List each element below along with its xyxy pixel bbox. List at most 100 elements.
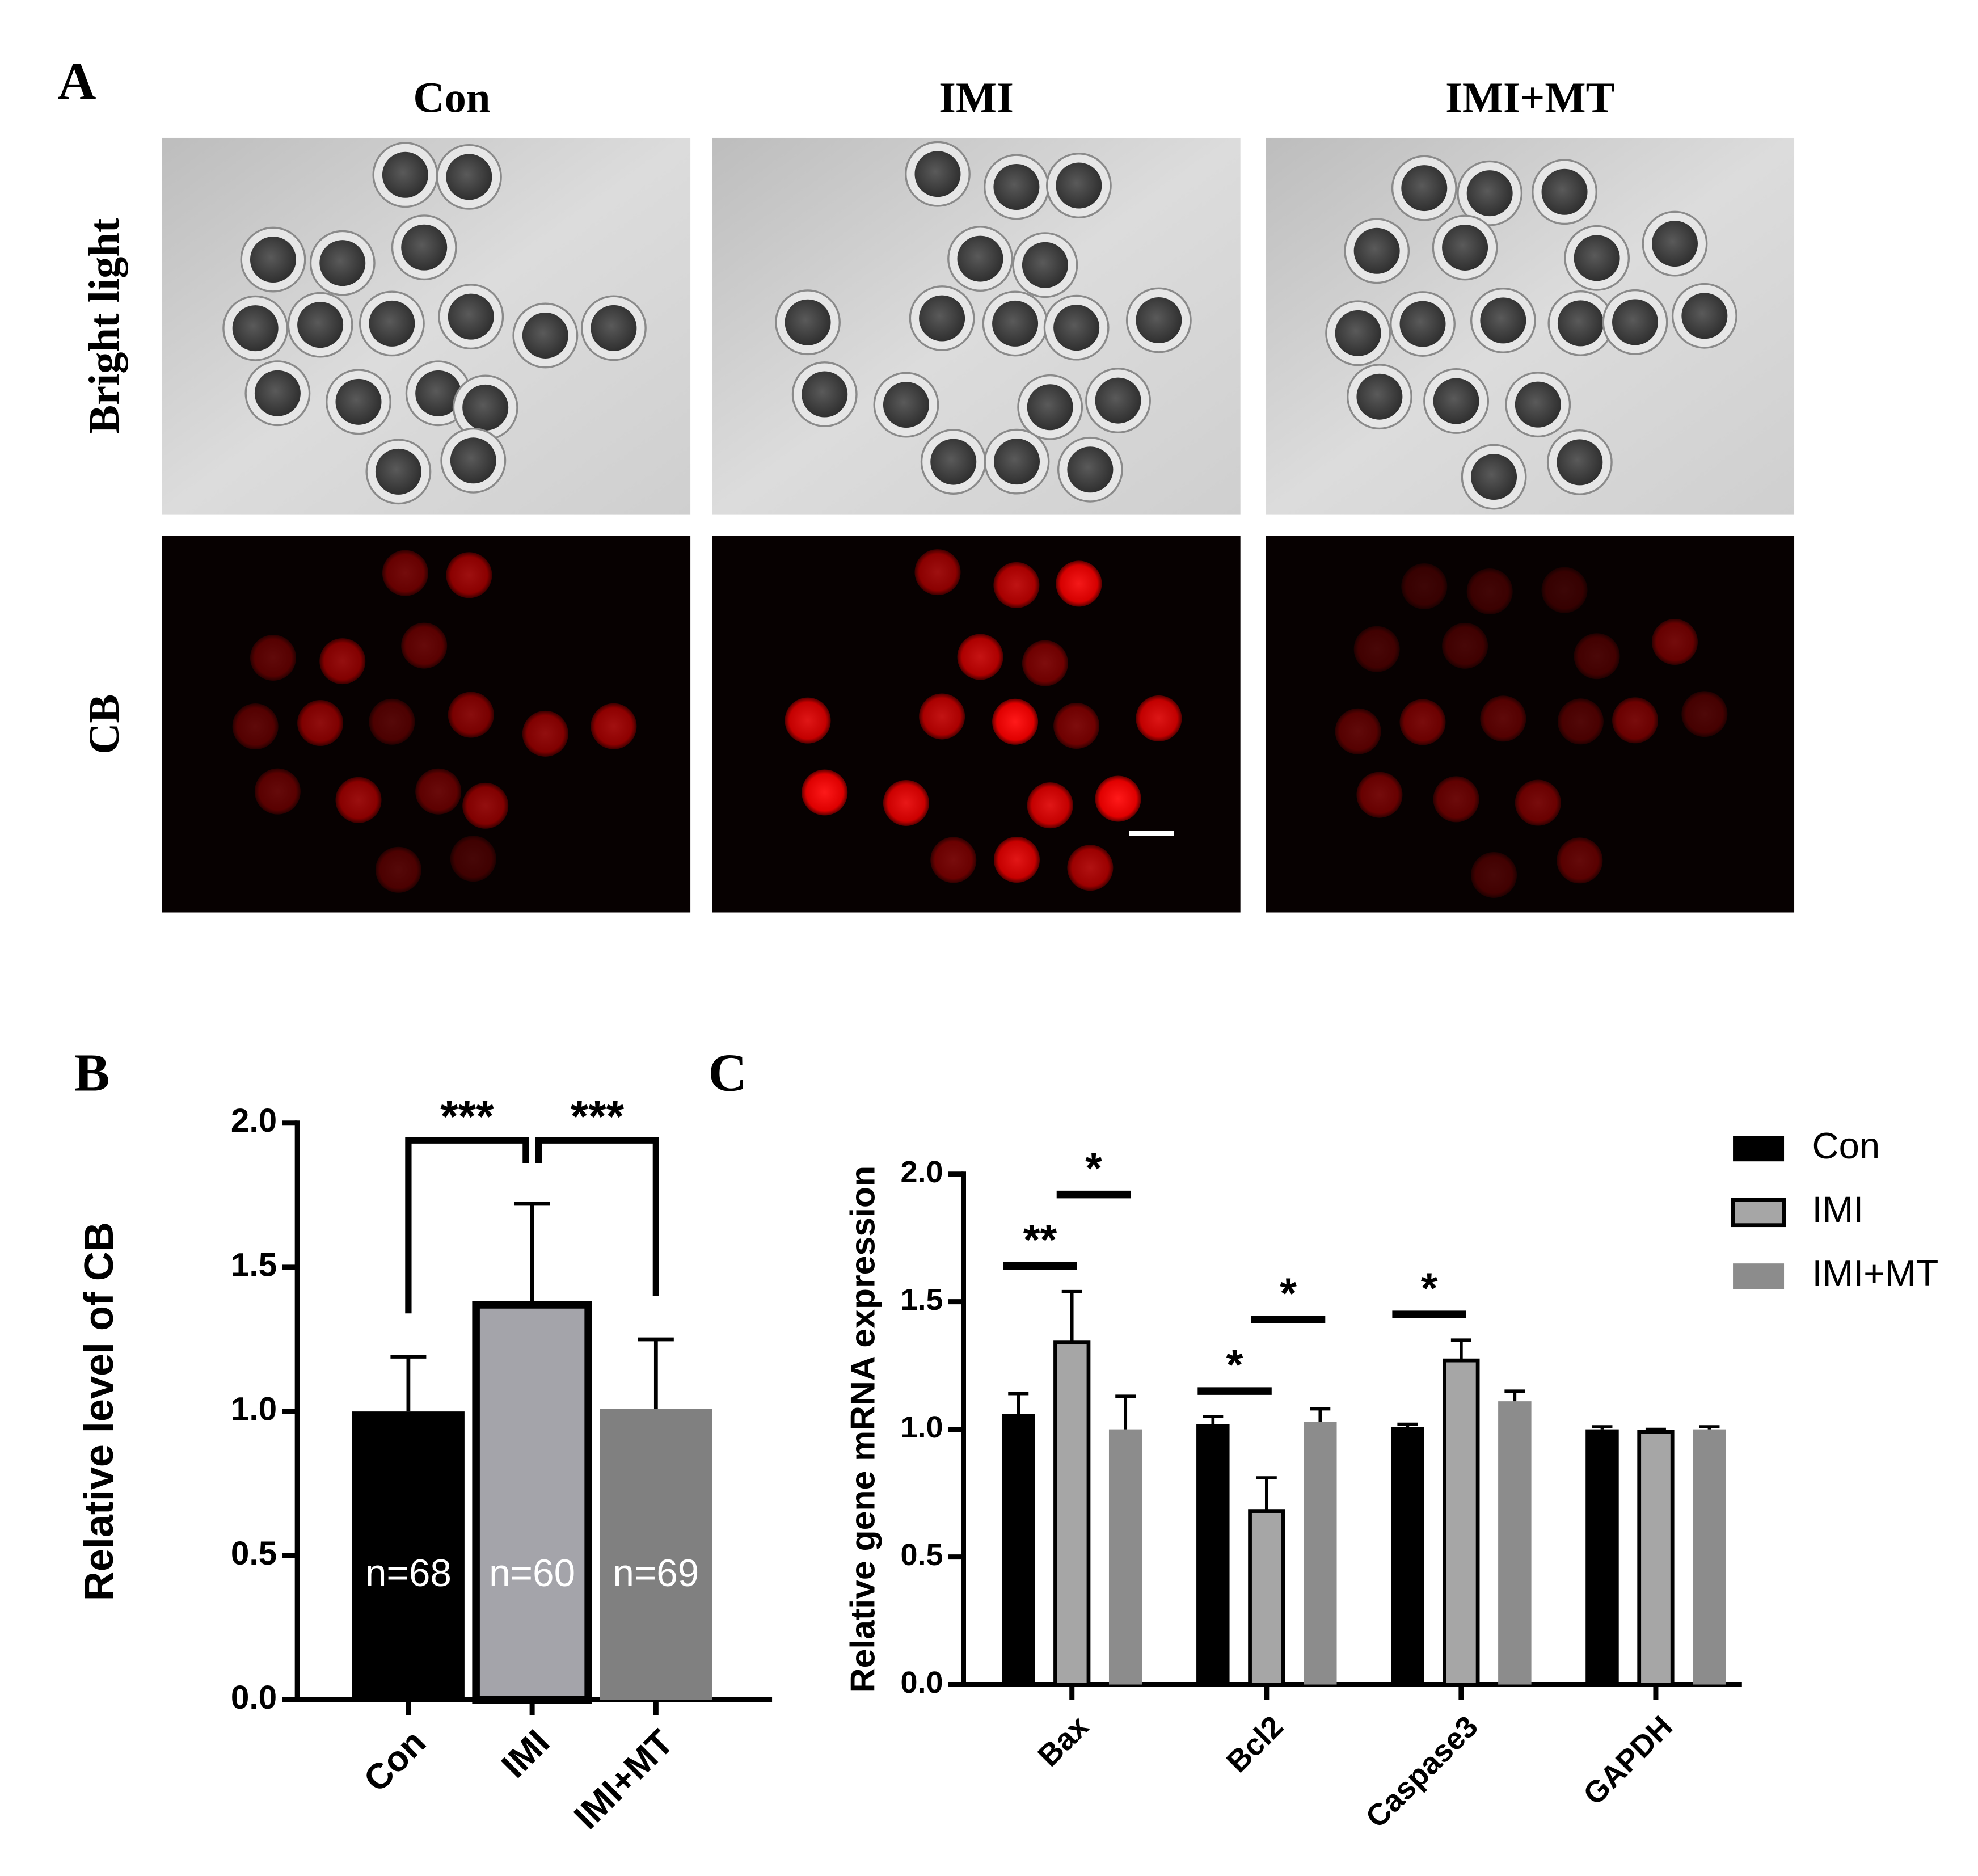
oocyte-fluorescence <box>1056 560 1102 607</box>
column-header: IMI <box>939 74 1014 122</box>
oocyte <box>1027 384 1073 431</box>
oocyte-fluorescence <box>919 693 965 740</box>
oocyte <box>232 305 279 352</box>
bar-label: n=68 <box>365 1552 452 1595</box>
bar-label: n=69 <box>613 1552 699 1595</box>
oocyte-fluorescence <box>1515 779 1561 826</box>
oocyte-fluorescence <box>1471 851 1517 898</box>
y-tick-label: 1.5 <box>900 1283 943 1317</box>
oocyte <box>1056 162 1102 209</box>
oocyte-fluorescence <box>297 700 344 747</box>
oocyte <box>1053 305 1100 351</box>
oocyte <box>335 378 382 425</box>
oocyte <box>462 384 509 431</box>
oocyte <box>522 312 568 359</box>
significance-label: * <box>1421 1264 1438 1313</box>
oocyte-fluorescence <box>375 846 421 893</box>
oocyte <box>1651 221 1698 267</box>
oocyte <box>446 154 492 200</box>
oocyte <box>1471 454 1517 500</box>
oocyte-fluorescence <box>1466 568 1513 615</box>
oocyte <box>1681 293 1728 339</box>
y-tick-label: 0.5 <box>900 1538 943 1572</box>
oocyte-fluorescence <box>1442 622 1488 669</box>
oocyte <box>957 235 1003 282</box>
oocyte <box>1022 242 1068 288</box>
oocyte <box>415 370 462 416</box>
oocyte <box>992 300 1039 347</box>
bar <box>1304 1422 1337 1685</box>
oocyte-fluorescence <box>1022 640 1068 686</box>
significance-label: * <box>1280 1270 1297 1318</box>
column-header: IMI+MT <box>1445 74 1614 122</box>
oocyte-fluorescence <box>785 697 831 744</box>
oocyte <box>382 151 428 198</box>
oocyte <box>369 300 415 347</box>
y-tick-label: 0.5 <box>231 1535 277 1572</box>
oocyte <box>994 439 1040 485</box>
oocyte-fluorescence <box>1433 776 1479 823</box>
oocyte-fluorescence <box>883 779 929 826</box>
oocyte <box>802 371 848 418</box>
oocyte-fluorescence <box>1612 697 1658 744</box>
oocyte-fluorescence <box>994 837 1040 883</box>
oocyte-fluorescence <box>1557 698 1604 745</box>
oocyte-fluorescence <box>369 698 415 745</box>
x-tick-label: IMI+MT <box>567 1722 681 1837</box>
oocyte <box>1067 446 1114 493</box>
oocyte-fluorescence <box>319 638 366 685</box>
significance-label: * <box>1226 1341 1243 1389</box>
bar-label: n=60 <box>489 1552 575 1595</box>
oocyte-fluorescence <box>232 703 279 750</box>
oocyte-fluorescence <box>522 710 568 757</box>
oocyte-fluorescence <box>930 837 977 883</box>
oocyte-fluorescence <box>1574 633 1620 680</box>
oocyte <box>297 302 344 348</box>
scale-bar <box>1129 831 1174 836</box>
legend-label: IMI+MT <box>1812 1253 1939 1294</box>
oocyte <box>319 240 366 286</box>
oocyte <box>1433 378 1479 424</box>
panel-label: B <box>74 1044 109 1103</box>
oocyte-fluorescence <box>1651 618 1698 665</box>
significance-label: *** <box>571 1091 625 1143</box>
oocyte <box>1612 299 1658 345</box>
panel-label: C <box>708 1044 747 1103</box>
bar <box>472 1301 592 1704</box>
oocyte <box>401 224 448 271</box>
oocyte <box>1401 165 1448 212</box>
x-tick-label: IMI <box>494 1722 557 1785</box>
x-tick-label: Bax <box>1031 1709 1095 1773</box>
oocyte <box>1541 168 1588 215</box>
oocyte-fluorescence <box>802 769 848 816</box>
oocyte <box>883 382 929 428</box>
oocyte <box>919 295 965 342</box>
oocyte-fluorescence <box>1335 708 1381 754</box>
oocyte <box>1356 373 1403 420</box>
oocyte-fluorescence <box>446 552 492 598</box>
x-tick-label: GAPDH <box>1577 1709 1679 1811</box>
bar <box>1498 1401 1532 1685</box>
legend-label: IMI <box>1812 1188 1864 1230</box>
oocyte-fluorescence <box>992 698 1039 745</box>
row-header: Bright light <box>80 218 128 434</box>
oocyte <box>1574 235 1620 281</box>
y-tick-label: 0.0 <box>900 1666 943 1700</box>
oocyte-fluorescence <box>401 622 448 669</box>
bar <box>1693 1429 1726 1685</box>
oocyte <box>914 151 961 197</box>
oocyte-fluorescence <box>1095 775 1141 822</box>
significance-label: ** <box>1023 1216 1057 1264</box>
oocyte <box>1466 170 1513 217</box>
oocyte <box>1480 297 1526 344</box>
oocyte <box>1353 227 1400 274</box>
oocyte <box>785 299 831 345</box>
oocyte <box>254 370 301 416</box>
oocyte <box>1136 297 1182 344</box>
oocyte-fluorescence <box>1681 691 1728 737</box>
panel-label: A <box>57 52 96 111</box>
oocyte <box>1557 439 1603 486</box>
micrograph-panel: Con IMI IMI+MT Bright light CB <box>80 74 1795 913</box>
oocyte-fluorescence <box>382 550 428 596</box>
